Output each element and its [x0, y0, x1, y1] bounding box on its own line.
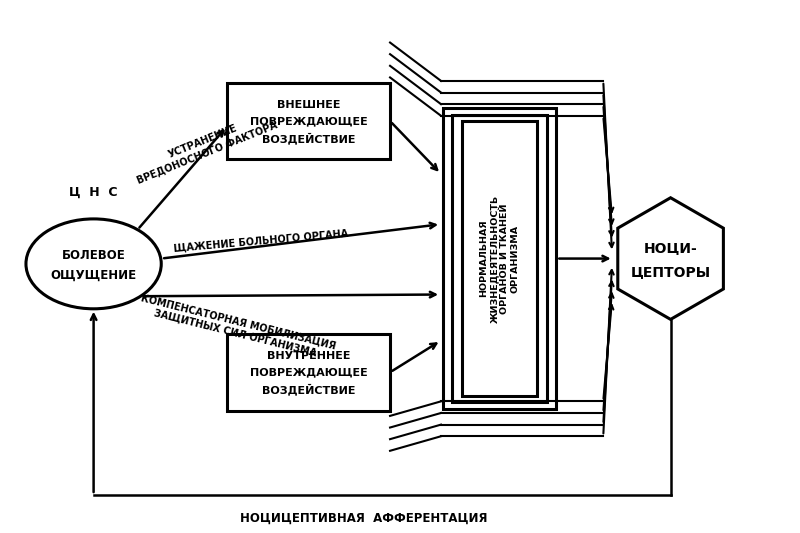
Text: КОМПЕНСАТОРНАЯ МОБИЛИЗАЦИЯ
ЗАЩИТНЫХ СИЛ ОРГАНИЗМА: КОМПЕНСАТОРНАЯ МОБИЛИЗАЦИЯ ЗАЩИТНЫХ СИЛ … — [137, 293, 337, 362]
Text: Ц  Н  С: Ц Н С — [70, 186, 118, 199]
Text: ПОВРЕЖДАЮЩЕЕ: ПОВРЕЖДАЮЩЕЕ — [250, 116, 367, 126]
Circle shape — [26, 219, 162, 309]
FancyBboxPatch shape — [227, 83, 390, 159]
Text: УСТРАНЕНИЕ
ВРЕДОНОСНОГО ФАКТОРА: УСТРАНЕНИЕ ВРЕДОНОСНОГО ФАКТОРА — [131, 109, 279, 185]
Text: ВОЗДЕЙСТВИЕ: ВОЗДЕЙСТВИЕ — [262, 383, 355, 395]
Text: ЦЕПТОРЫ: ЦЕПТОРЫ — [630, 265, 710, 279]
Text: НОЦИ-: НОЦИ- — [644, 241, 698, 255]
Text: БОЛЕВОЕ: БОЛЕВОЕ — [62, 249, 126, 262]
Text: ПОВРЕЖДАЮЩЕЕ: ПОВРЕЖДАЮЩЕЕ — [250, 367, 367, 377]
Text: ВОЗДЕЙСТВИЕ: ВОЗДЕЙСТВИЕ — [262, 132, 355, 144]
FancyBboxPatch shape — [227, 334, 390, 410]
Text: ОЩУЩЕНИЕ: ОЩУЩЕНИЕ — [50, 269, 137, 282]
Polygon shape — [618, 198, 723, 319]
Text: ЩАЖЕНИЕ БОЛЬНОГО ОРГАНА: ЩАЖЕНИЕ БОЛЬНОГО ОРГАНА — [173, 229, 349, 254]
FancyBboxPatch shape — [442, 108, 556, 409]
Text: ВНЕШНЕЕ: ВНЕШНЕЕ — [277, 100, 340, 110]
Text: НОЦИЦЕПТИВНАЯ  АФФЕРЕНТАЦИЯ: НОЦИЦЕПТИВНАЯ АФФЕРЕНТАЦИЯ — [241, 512, 488, 524]
Text: ВНУТРЕННЕЕ: ВНУТРЕННЕЕ — [266, 351, 350, 361]
Text: НОРМАЛЬНАЯ
ЖИЗНЕДЕЯТЕЛЬНОСТЬ
ОРГАНОВ И ТКАНЕЙ
ОРГАНИЗМА: НОРМАЛЬНАЯ ЖИЗНЕДЕЯТЕЛЬНОСТЬ ОРГАНОВ И Т… — [479, 195, 519, 322]
